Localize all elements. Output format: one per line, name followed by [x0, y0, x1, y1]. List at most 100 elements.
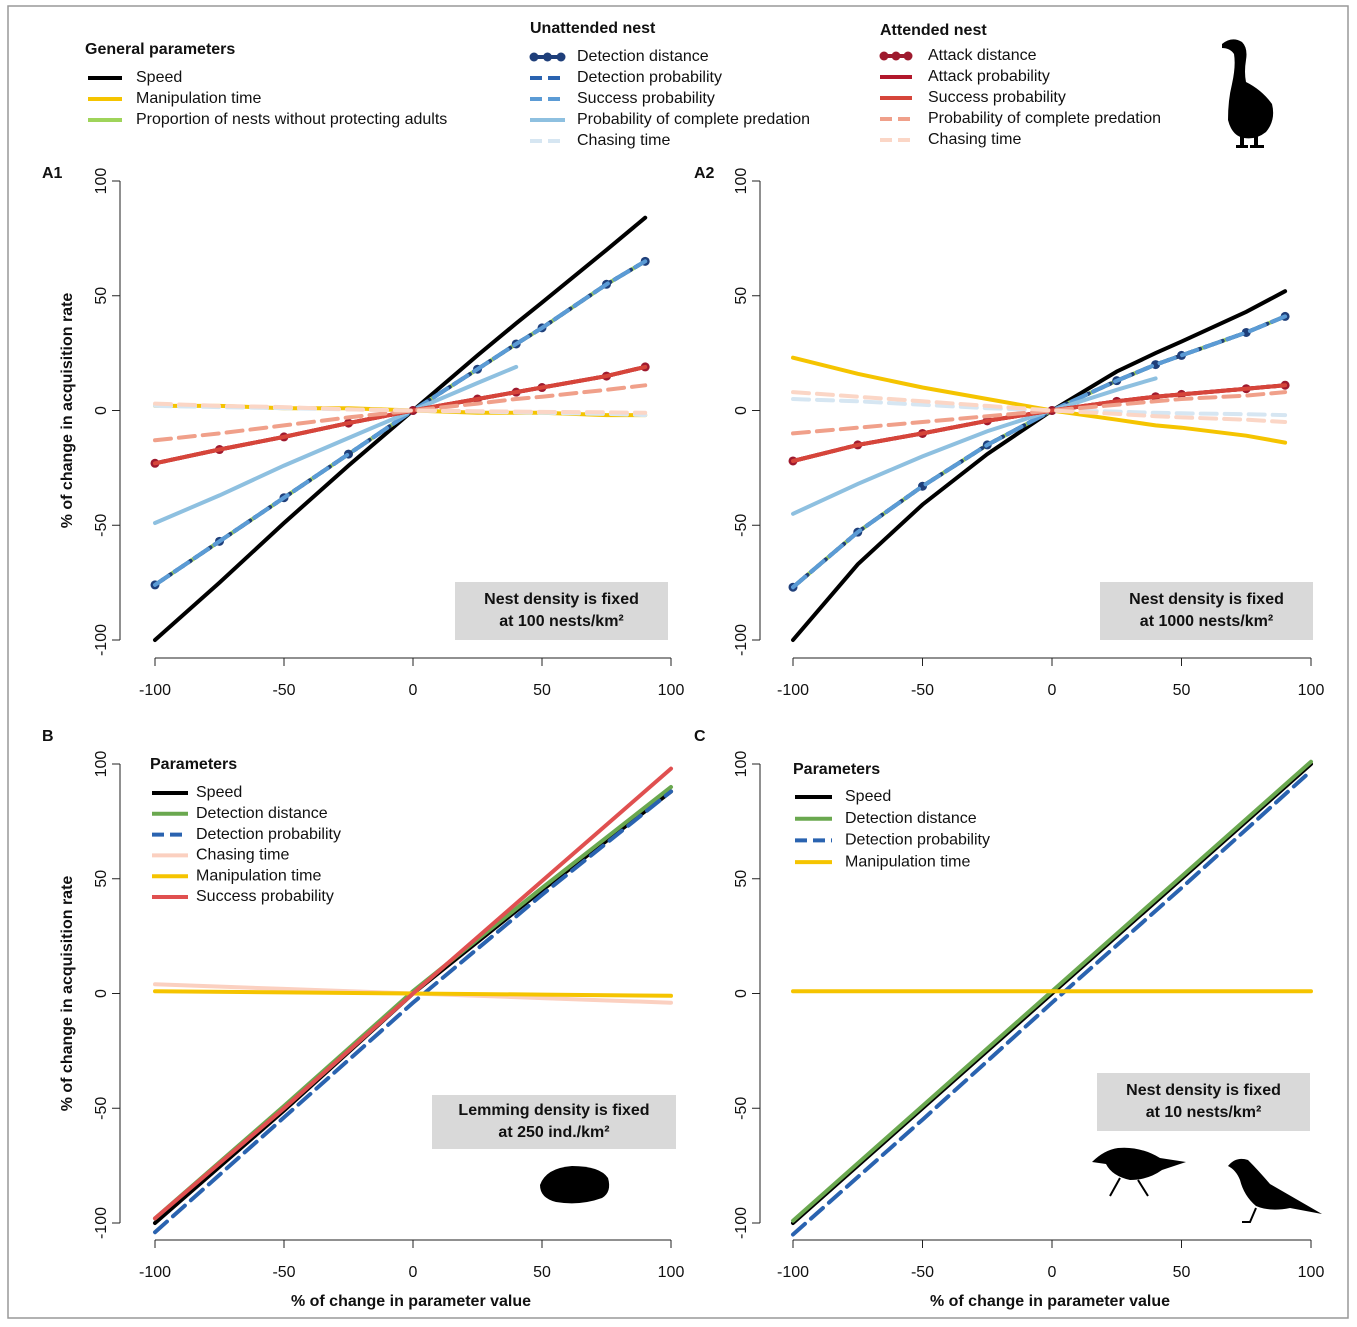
legend-label: Manipulation time [196, 867, 322, 884]
y-tick-label: 50 [733, 870, 750, 888]
annotation-text: at 10 nests/km² [1146, 1104, 1262, 1121]
x-tick-label: -50 [911, 1264, 934, 1281]
x-tick-label: -100 [777, 682, 809, 699]
y-tick-label: -100 [93, 624, 110, 656]
legend-label: Manipulation time [845, 853, 971, 870]
legend-title: Unattended nest [530, 20, 656, 37]
x-tick-label: 100 [658, 1264, 685, 1281]
legend-title: General parameters [85, 41, 235, 58]
y-tick-label: -100 [733, 624, 750, 656]
panel-label: C [694, 728, 706, 745]
legend-label: Chasing time [928, 131, 1021, 148]
legend-title: Parameters [150, 756, 237, 773]
annotation-text: Nest density is fixed [484, 591, 639, 608]
panel-label: A2 [694, 165, 715, 182]
x-axis-label: % of change in parameter value [930, 1293, 1170, 1310]
legend-label: Success probability [577, 90, 715, 107]
series-line [793, 316, 1285, 587]
bird-silhouettes [1092, 1148, 1322, 1222]
legend-label: Probability of complete predation [928, 110, 1161, 127]
legend-label: Success probability [196, 888, 334, 905]
legend-label: Success probability [928, 89, 1066, 106]
panel-label: B [42, 728, 54, 745]
legend-marker [543, 53, 552, 62]
legend-label: Detection distance [577, 48, 709, 65]
legend-label: Chasing time [196, 847, 289, 864]
legend-label: Probability of complete predation [577, 111, 810, 128]
y-tick-label: 0 [733, 989, 750, 998]
legend-label: Manipulation time [136, 90, 262, 107]
x-tick-label: 100 [658, 682, 685, 699]
legend-label: Detection probability [577, 69, 722, 86]
x-tick-label: -100 [777, 1264, 809, 1281]
x-tick-label: -50 [911, 682, 934, 699]
legend-label: Detection distance [196, 805, 328, 822]
legend-label: Proportion of nests without protecting a… [136, 111, 447, 128]
legend-label: Chasing time [577, 132, 670, 149]
x-tick-label: 0 [1048, 1264, 1057, 1281]
y-tick-label: 50 [733, 287, 750, 305]
x-tick-label: 0 [409, 1264, 418, 1281]
annotation-text: at 100 nests/km² [499, 613, 624, 630]
annotation-text: at 250 ind./km² [498, 1124, 609, 1141]
x-tick-label: -50 [272, 682, 295, 699]
y-tick-label: -50 [733, 514, 750, 537]
legend-marker [557, 53, 566, 62]
y-tick-label: 50 [93, 287, 110, 305]
y-tick-label: -50 [93, 514, 110, 537]
y-tick-label: 100 [93, 168, 110, 195]
legend-label: Speed [136, 69, 182, 86]
y-tick-label: 0 [93, 989, 110, 998]
goose-silhouette [1222, 39, 1273, 148]
page: -100 -50 0 50 100 -100 -50 0 50 100 A1 % of change … [0, 0, 1357, 1327]
lemming-silhouette [540, 1166, 609, 1203]
series [789, 312, 1290, 592]
series-line [155, 218, 645, 640]
legend-label: Detection distance [845, 810, 977, 827]
series-line [155, 367, 516, 523]
series [155, 367, 516, 523]
legend-title: Attended nest [880, 22, 987, 39]
legend-marker [892, 52, 901, 61]
y-tick-label: 0 [93, 406, 110, 415]
x-tick-label: 50 [533, 1264, 551, 1281]
y-tick-label: -50 [93, 1097, 110, 1120]
annotation-text: Nest density is fixed [1126, 1082, 1281, 1099]
x-tick-label: -100 [139, 682, 171, 699]
x-tick-label: 0 [409, 682, 418, 699]
legend-label: Speed [845, 788, 891, 805]
x-tick-label: 0 [1048, 682, 1057, 699]
x-tick-label: 50 [1173, 1264, 1191, 1281]
legend-marker [880, 52, 889, 61]
y-tick-label: 100 [93, 751, 110, 778]
x-tick-label: 50 [1173, 682, 1191, 699]
x-tick-label: 100 [1298, 682, 1325, 699]
series-line [793, 316, 1285, 587]
series [155, 218, 645, 640]
y-axis-label: % of change in acquisition rate [59, 876, 76, 1112]
x-tick-label: -50 [272, 1264, 295, 1281]
x-axis-label: % of change in parameter value [291, 1293, 531, 1310]
figure: -100 -50 0 50 100 -100 -50 0 50 100 A1 % of change … [0, 0, 1357, 1322]
annotation-text: Lemming density is fixed [458, 1102, 649, 1119]
series-line [793, 316, 1285, 587]
y-tick-label: -50 [733, 1097, 750, 1120]
legend-label: Attack probability [928, 68, 1050, 85]
x-tick-label: 100 [1298, 1264, 1325, 1281]
legend-marker [530, 53, 539, 62]
legend-marker [904, 52, 913, 61]
legend-label: Attack distance [928, 47, 1037, 64]
y-tick-label: -100 [93, 1207, 110, 1239]
y-tick-label: 100 [733, 751, 750, 778]
annotation-text: at 1000 nests/km² [1140, 613, 1273, 630]
series [793, 316, 1285, 587]
annotation-text: Nest density is fixed [1129, 591, 1284, 608]
y-axis-label: % of change in acquisition rate [59, 293, 76, 529]
series-line [793, 316, 1285, 587]
x-tick-label: -100 [139, 1264, 171, 1281]
panel-label: A1 [42, 165, 63, 182]
y-tick-label: 0 [733, 406, 750, 415]
y-tick-label: 100 [733, 168, 750, 195]
series [793, 316, 1285, 587]
legend-title: Parameters [793, 761, 880, 778]
